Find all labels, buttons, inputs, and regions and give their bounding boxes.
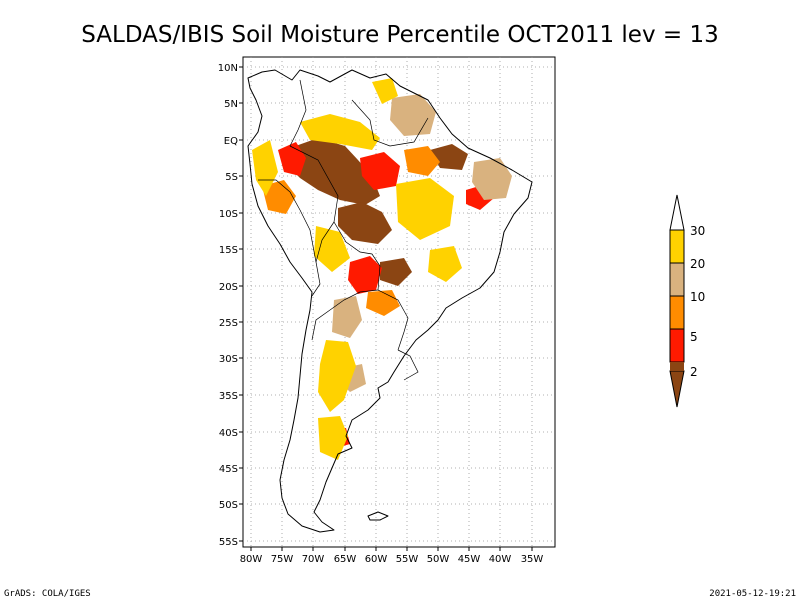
legend-label: 2	[690, 365, 698, 379]
lon-label: 60W	[365, 554, 388, 565]
lon-label: 75W	[271, 554, 294, 565]
patch-20to30-amapa	[372, 78, 398, 104]
lon-label: 45W	[458, 554, 481, 565]
lon-label: 40W	[489, 554, 512, 565]
legend-arrow-bottom	[669, 370, 685, 408]
lon-label: 50W	[427, 554, 450, 565]
footer-credit: GrADS: COLA/IGES	[4, 589, 91, 599]
patch-20to30-patagonia	[318, 416, 348, 460]
lat-label: 5S	[225, 172, 238, 183]
lat-label: 55S	[219, 537, 238, 548]
lat-label: 50S	[219, 500, 238, 511]
legend-label: 20	[690, 257, 705, 271]
patch-2to5-central	[348, 256, 382, 294]
patch-20to30-east	[428, 246, 462, 282]
patch-2to5-amazon	[360, 152, 400, 190]
patch-10to20-guiana	[390, 94, 436, 136]
axis-ticks	[239, 66, 533, 551]
legend-swatch-20-30	[669, 229, 685, 264]
patch-lt2-south	[380, 258, 412, 286]
lat-label: 5N	[224, 99, 238, 110]
lat-label: EQ	[224, 136, 238, 147]
lat-label: 30S	[219, 354, 238, 365]
lon-label: 35W	[521, 554, 544, 565]
footer-timestamp: 2021-05-12-19:21	[709, 589, 796, 599]
patch-20to30-argentina	[318, 340, 356, 412]
longitude-labels: 80W 75W 70W 65W 60W 55W 50W 45W 40W 35W	[240, 554, 544, 565]
patch-5to10-b	[404, 146, 440, 176]
patch-20to30-north	[300, 114, 380, 150]
lat-label: 10N	[218, 63, 238, 74]
patch-20to30-coast-west	[252, 140, 278, 196]
patch-20to30-brazil	[396, 178, 454, 240]
lat-label: 40S	[219, 428, 238, 439]
lon-label: 80W	[240, 554, 263, 565]
legend-swatch-2-5	[669, 328, 685, 363]
lat-label: 20S	[219, 282, 238, 293]
map-title: SALDAS/IBIS Soil Moisture Percentile OCT…	[81, 22, 718, 48]
legend-swatch-lt2	[670, 362, 684, 371]
percentile-patches	[252, 78, 512, 460]
patch-20to30-south	[314, 226, 350, 272]
patch-lt2-amazon	[288, 138, 380, 205]
legend-label: 30	[690, 224, 705, 238]
color-legend: 30 20 10 5 2	[669, 194, 705, 408]
patch-10to20-chaco	[332, 296, 362, 338]
legend-label: 5	[690, 330, 698, 344]
lon-label: 55W	[396, 554, 419, 565]
country-borders	[258, 79, 429, 381]
legend-swatch-5-10	[669, 295, 685, 330]
lat-label: 15S	[219, 245, 238, 256]
falkland-islands	[367, 511, 389, 521]
lon-label: 65W	[334, 554, 357, 565]
lat-label: 35S	[219, 391, 238, 402]
legend-arrow-top	[669, 194, 685, 231]
graticule	[243, 57, 555, 547]
lon-label: 70W	[302, 554, 325, 565]
lat-label: 25S	[219, 318, 238, 329]
legend-swatch-10-20	[669, 262, 685, 297]
patch-5to10-a	[262, 180, 296, 214]
south-america-coastline	[247, 69, 533, 533]
lat-label: 45S	[219, 464, 238, 475]
patch-lt2-central	[338, 202, 392, 244]
latitude-labels: 10N 5N EQ 5S 10S 15S 20S 25S 30S 35S 40S…	[218, 63, 238, 548]
patch-lt2-north	[430, 144, 468, 170]
lat-label: 10S	[219, 209, 238, 220]
legend-label: 10	[690, 290, 705, 304]
patch-10to20-northeast	[472, 158, 512, 200]
